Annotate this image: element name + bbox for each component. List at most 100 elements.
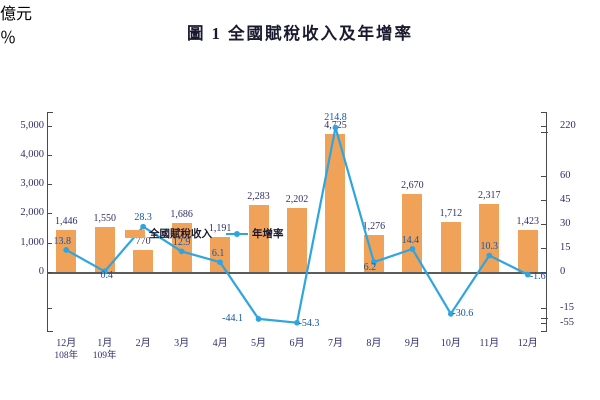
x-axis-month: 11月 — [479, 338, 500, 349]
axis-tick — [47, 308, 52, 310]
line-value-label: 10.3 — [480, 240, 499, 252]
axis-tick — [47, 126, 52, 128]
x-axis-month: 9月 — [404, 338, 420, 349]
line-value-label: 28.3 — [134, 211, 152, 223]
line-value-label: 14.4 — [401, 234, 420, 246]
x-axis-month: 5月 — [251, 338, 267, 349]
axis-cap — [540, 112, 547, 114]
left-tick-label: 1,000 — [20, 237, 44, 248]
left-axis-line — [47, 112, 49, 332]
right-axis-line — [545, 112, 547, 332]
x-axis-month: 4月 — [212, 338, 228, 349]
line-value-label: -44.1 — [222, 312, 243, 324]
x-axis-month: 12月 — [517, 338, 538, 349]
x-axis-year: 109年 — [92, 350, 117, 361]
line-point-6 — [255, 316, 262, 322]
bar-value-label: 1,446 — [54, 215, 78, 227]
line-value-label: -1.6 — [529, 270, 546, 282]
x-axis-label-6: 5月 — [237, 338, 281, 351]
right-tick-label: 60 — [560, 170, 571, 181]
x-axis-label-9: 8月 — [352, 338, 396, 351]
axis-tick — [540, 126, 546, 128]
bar-3 — [133, 249, 154, 272]
line-value-label: 0.4 — [100, 270, 113, 282]
left-tick-label: 2,000 — [20, 207, 44, 218]
x-axis-label-10: 9月 — [390, 338, 434, 351]
x-axis-label-4: 3月 — [160, 338, 204, 351]
right-tick-label: -55 — [560, 317, 574, 328]
x-axis-label-12: 11月 — [467, 338, 511, 351]
left-tick-label: 4,000 — [20, 149, 44, 160]
x-axis-year: 108年 — [54, 350, 79, 361]
bar-10 — [402, 194, 423, 272]
left-tick-label: 5,000 — [20, 120, 44, 131]
x-axis-month: 12月 — [56, 338, 77, 349]
right-tick-label: 30 — [560, 218, 571, 229]
axis-cap — [47, 330, 53, 332]
bar-12 — [479, 204, 500, 272]
plot-area: 1,446 1,550 770 1,686 1,191 2,283 2,202 4,725 1,… — [47, 111, 548, 332]
x-axis-labels: 12月 108年 1月 109年 2月 3月 4月 5月 6月 7月 8月 9月 10月 11月 12月 — [47, 338, 547, 378]
axis-tick — [540, 248, 546, 250]
bar-value-label: 1,686 — [170, 208, 193, 220]
x-axis-month: 10月 — [440, 338, 461, 349]
x-axis-month: 6月 — [289, 338, 305, 349]
x-axis-month: 1月 — [97, 338, 113, 349]
axis-cap — [540, 330, 547, 332]
x-axis-label-1: 12月 108年 — [44, 338, 88, 362]
bar-value-label: 1,276 — [362, 220, 386, 232]
line-value-label: 214.8 — [324, 111, 347, 123]
bar-value-label: 2,283 — [247, 191, 270, 203]
legend-item-bar: 全國賦稅收入 — [125, 226, 212, 241]
left-tick-label: 3,000 — [20, 178, 44, 189]
left-axis-unit: 億元 — [0, 6, 33, 23]
line-value-label: -30.6 — [452, 307, 474, 319]
bar-value-label: 2,202 — [285, 193, 309, 205]
chart-legend: 全國賦稅收入 年增率 — [125, 226, 284, 241]
right-tick-label: 45 — [560, 194, 571, 205]
bar-value-label: 1,550 — [93, 212, 116, 224]
bar-8 — [325, 134, 346, 272]
axis-break-mark — [540, 132, 548, 134]
bar-value-label: 2,317 — [478, 190, 501, 202]
x-axis-month: 8月 — [366, 338, 382, 349]
right-tick-label: -15 — [560, 302, 574, 313]
legend-label-line: 年增率 — [252, 229, 284, 240]
axis-tick — [47, 155, 52, 157]
legend-label-bar: 全國賦稅收入 — [149, 229, 212, 240]
page-title: 圖 1 全國賦稅收入及年增率 — [187, 24, 413, 43]
axis-tick — [47, 272, 52, 274]
right-tick-label: 220 — [560, 120, 576, 131]
x-axis-label-2: 1月 109年 — [83, 338, 127, 362]
axis-tick — [540, 176, 546, 178]
x-axis-label-8: 7月 — [313, 338, 357, 351]
axis-cap — [47, 112, 53, 114]
bar-11 — [440, 222, 461, 272]
bar-value-label: 2,670 — [401, 180, 424, 192]
x-axis-month: 3月 — [174, 338, 190, 349]
bar-7 — [287, 207, 307, 272]
line-value-label: 12.9 — [172, 237, 191, 249]
x-axis-label-13: 12月 — [506, 338, 550, 351]
right-tick-label: 0 — [560, 266, 566, 277]
line-value-label: 13.8 — [53, 235, 71, 247]
axis-break-mark — [540, 318, 548, 320]
axis-tick — [47, 184, 52, 186]
axis-tick — [540, 308, 546, 310]
axis-tick — [47, 213, 52, 215]
legend-item-line: 年增率 — [226, 226, 284, 241]
x-axis-month: 2月 — [135, 338, 151, 349]
axis-tick — [540, 323, 546, 325]
bar-2 — [94, 226, 115, 272]
axis-tick — [540, 272, 546, 274]
right-axis-unit: ％ — [0, 30, 17, 47]
bar-value-label: 1,712 — [439, 208, 463, 219]
bar-13 — [517, 230, 538, 272]
line-value-label: 6.2 — [363, 262, 377, 274]
bar-value-label: 1,423 — [516, 216, 540, 228]
left-tick-label: 0 — [38, 266, 44, 277]
line-value-label: -54.3 — [298, 317, 320, 329]
axis-tick — [540, 200, 546, 202]
right-tick-label: 15 — [560, 242, 571, 253]
